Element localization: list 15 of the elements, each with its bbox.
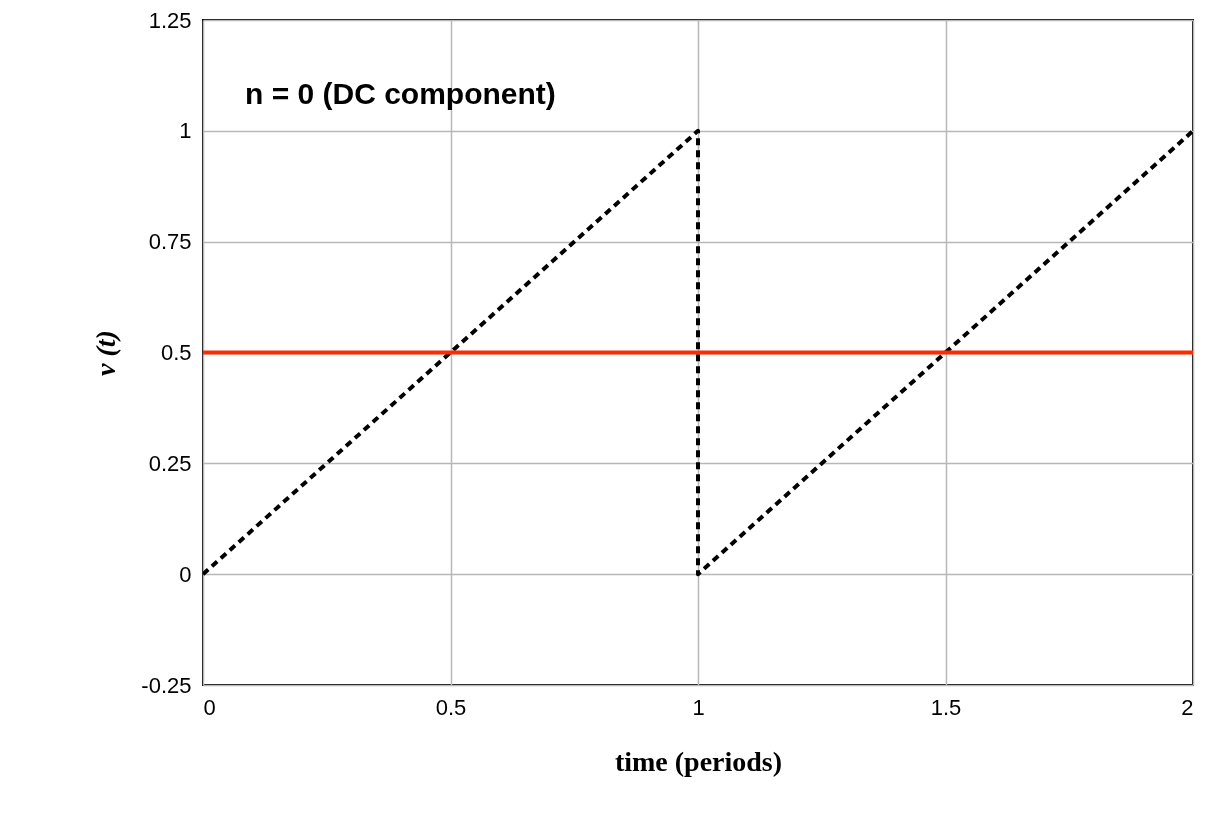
y-tick-label: 0.25 — [148, 450, 192, 476]
y-tick-label: 0.75 — [148, 229, 192, 255]
y-axis-title: v (t) — [90, 330, 122, 376]
y-tick-label: 1.25 — [148, 7, 192, 33]
x-tick-label: 1 — [692, 694, 705, 720]
y-tick-label: 0.5 — [160, 340, 192, 365]
x-tick-label: 1.5 — [930, 694, 962, 720]
x-tick-label: 2 — [1181, 694, 1194, 720]
y-tick-label: 0 — [179, 561, 192, 587]
annotation: n = 0 (DC component) — [245, 77, 556, 110]
x-tick-label: 0.5 — [435, 694, 467, 720]
x-tick-label: 0 — [203, 694, 216, 720]
y-tick-label: 1 — [179, 118, 192, 144]
x-axis-title: time (periods) — [614, 745, 783, 777]
y-tick-label: -0.25 — [141, 672, 192, 698]
